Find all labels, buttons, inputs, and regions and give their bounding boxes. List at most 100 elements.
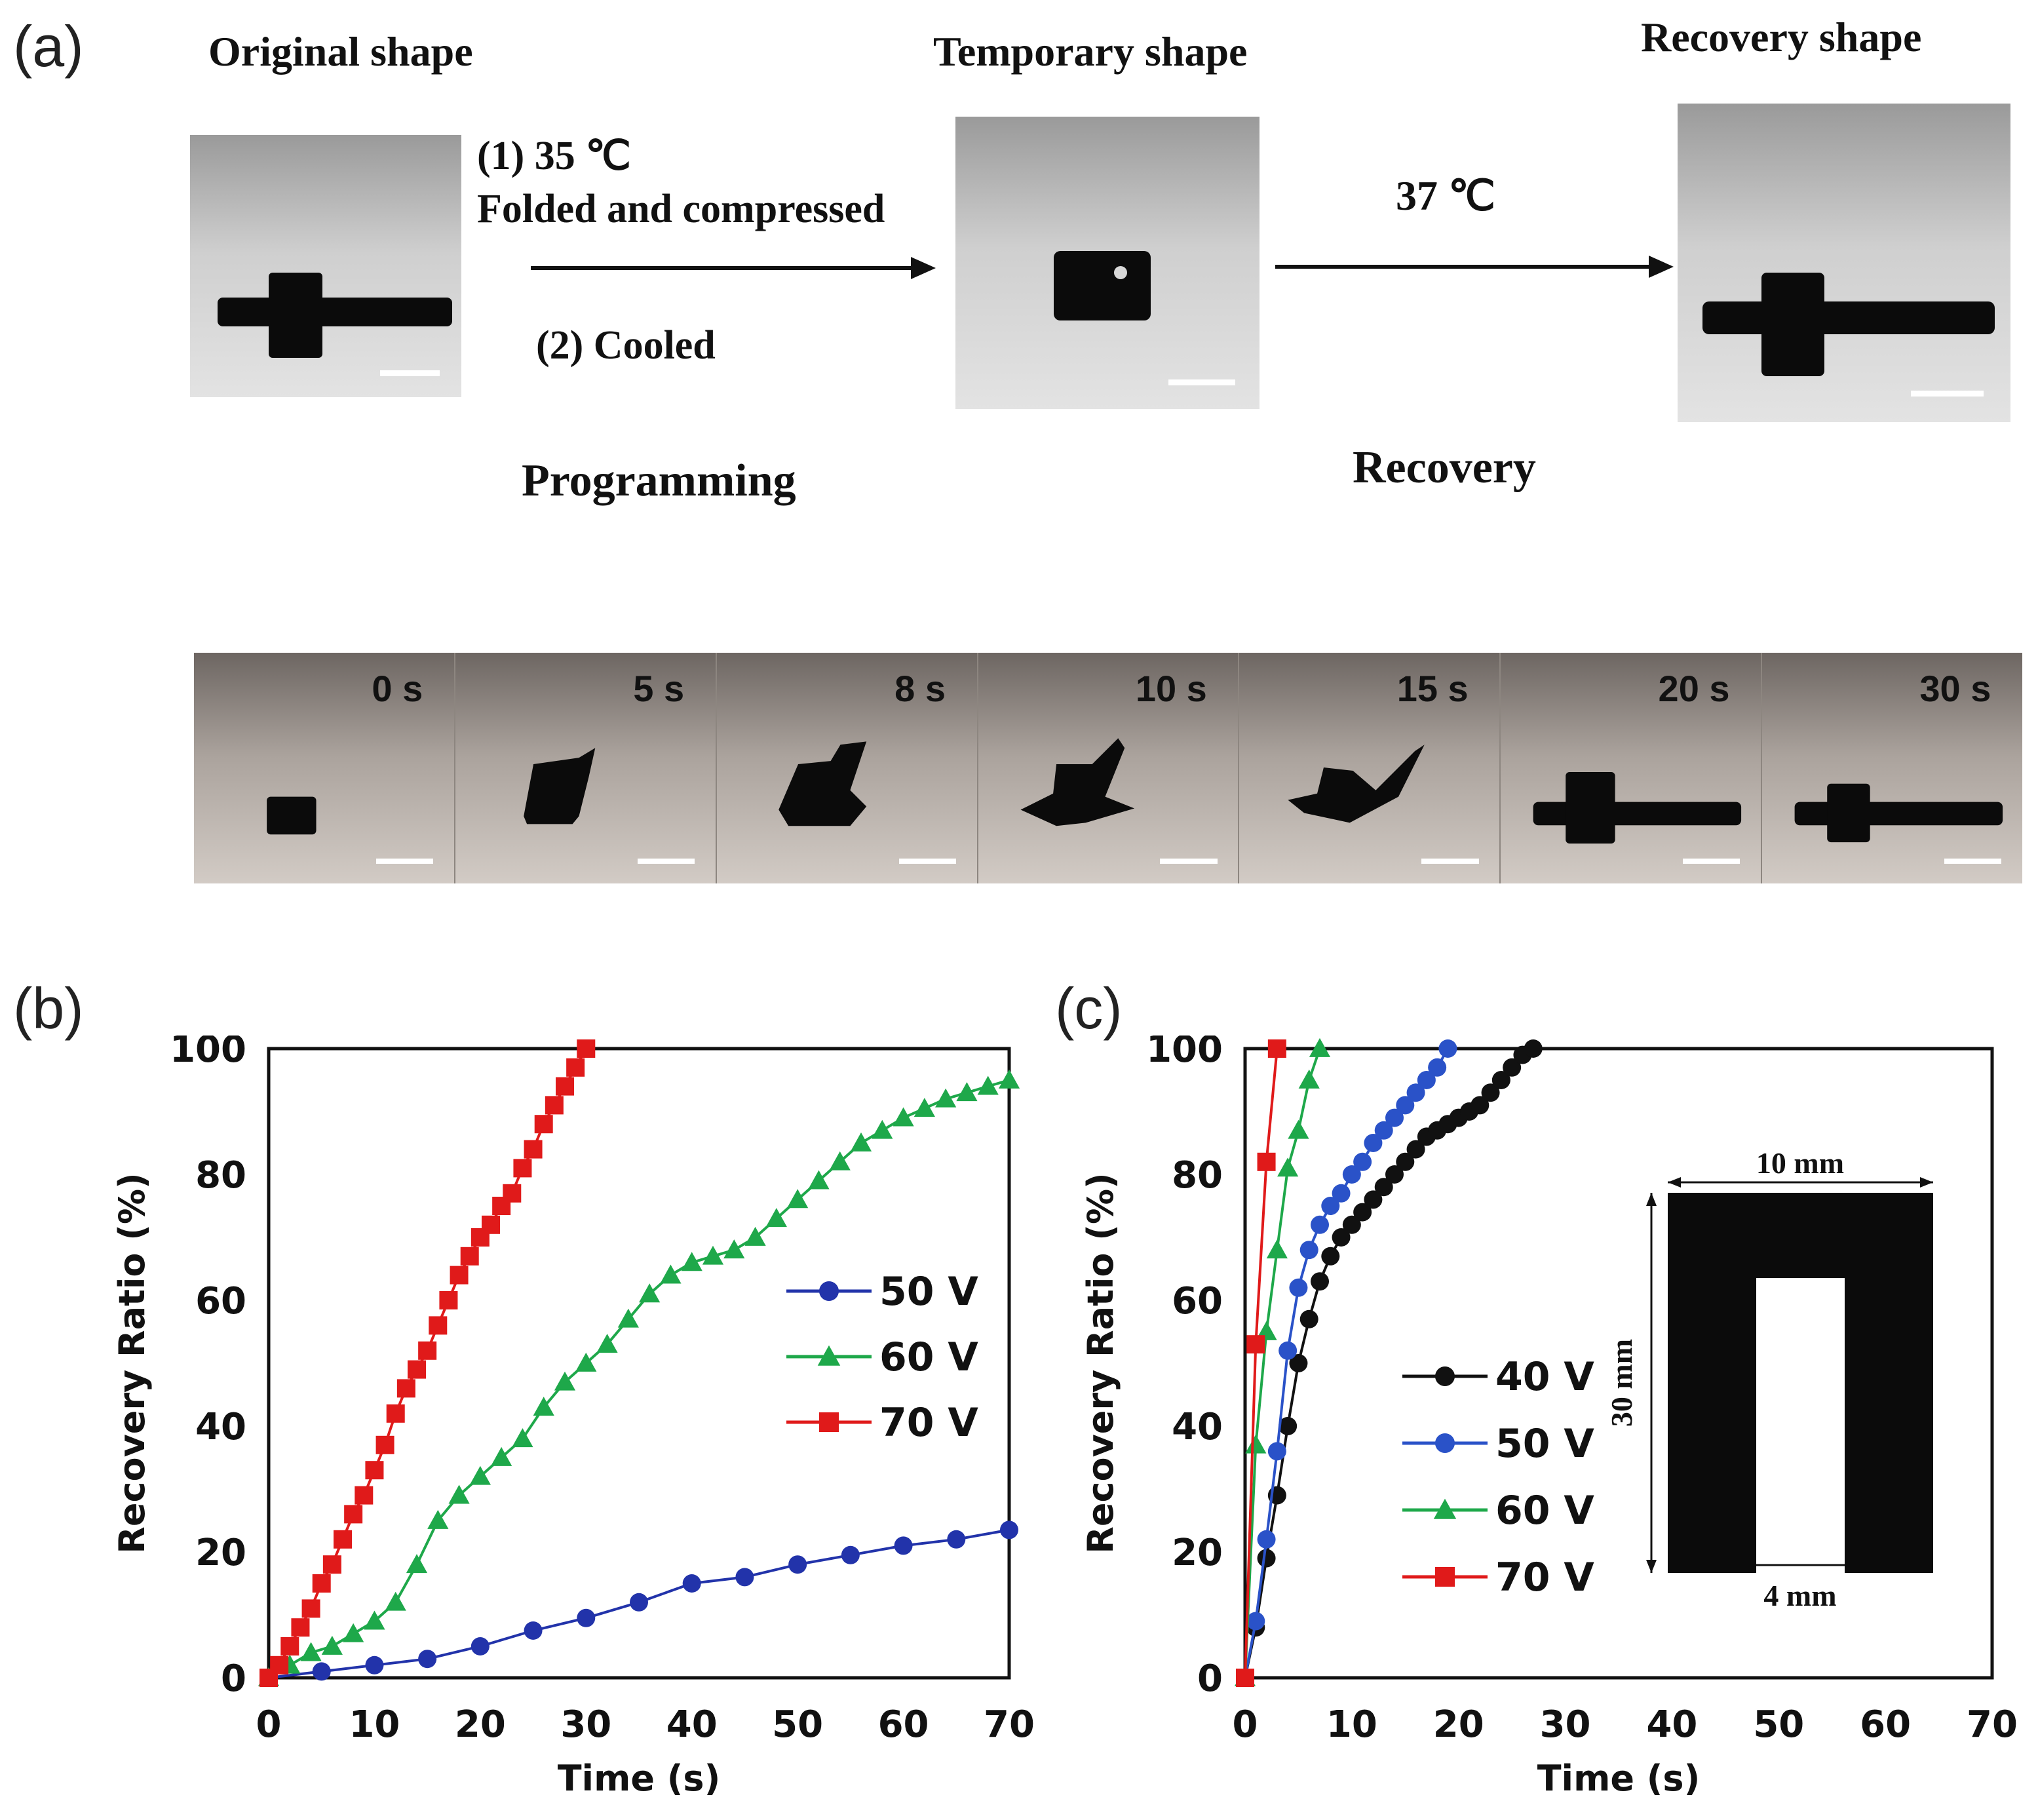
- data-point: [300, 1642, 322, 1661]
- original-shape-photo: [190, 135, 461, 397]
- data-point: [355, 1486, 374, 1505]
- chart-c-plot: 0 20 40 60 80 100 0 10 20 30 40 50 60 70 Time (s) Recov…: [1080, 1028, 2018, 1799]
- x-tick-label: 20: [455, 1703, 506, 1746]
- data-point: [1332, 1184, 1351, 1203]
- legend-marker: [819, 1412, 839, 1432]
- scale-bar: [898, 859, 956, 864]
- data-point: [375, 1435, 394, 1454]
- data-point: [1289, 1354, 1308, 1372]
- frame-time-label: 0 s: [372, 668, 423, 709]
- data-point: [617, 1308, 639, 1328]
- height-dimension-label: 30 mm: [1605, 1339, 1638, 1427]
- legend-marker: [1435, 1366, 1455, 1386]
- data-point: [503, 1184, 522, 1203]
- data-point: [596, 1334, 618, 1353]
- scale-bar: [375, 859, 434, 864]
- data-point: [1246, 1612, 1265, 1631]
- x-tick-label: 60: [878, 1703, 929, 1746]
- y-tick-label: 0: [1197, 1657, 1223, 1700]
- data-point: [1236, 1669, 1254, 1687]
- data-point: [533, 1397, 554, 1416]
- y-tick-label: 100: [170, 1036, 246, 1071]
- recovered-specimen-icon: [1702, 273, 1995, 376]
- chart-c: 0 20 40 60 80 100 0 10 20 30 40 50 60 70 Time (s) Recov…: [1075, 1028, 2031, 1815]
- data-point: [1503, 1058, 1522, 1077]
- data-point: [534, 1115, 553, 1134]
- time-lapse-frame: 20 s: [1501, 653, 1763, 883]
- data-point: [1353, 1152, 1372, 1171]
- data-point: [1481, 1083, 1500, 1102]
- data-point: [524, 1140, 543, 1159]
- x-tick-label: 70: [1967, 1703, 2018, 1746]
- data-point: [808, 1170, 830, 1190]
- data-point: [386, 1404, 405, 1423]
- arrowhead-icon: [1668, 1177, 1681, 1188]
- x-tick-label: 20: [1433, 1703, 1484, 1746]
- data-point: [439, 1291, 458, 1309]
- data-point: [1342, 1215, 1361, 1234]
- x-tick-label: 50: [772, 1703, 823, 1746]
- data-point: [334, 1530, 352, 1549]
- x-tick-label: 30: [560, 1703, 611, 1746]
- data-point: [385, 1591, 406, 1611]
- legend-marker: [817, 1345, 841, 1366]
- u-shape-icon: [1668, 1193, 1933, 1573]
- programming-label: Programming: [522, 455, 796, 506]
- data-point: [894, 1536, 913, 1555]
- data-point: [577, 1608, 596, 1627]
- data-point: [1374, 1178, 1393, 1197]
- data-point: [1279, 1417, 1298, 1435]
- data-point: [418, 1650, 437, 1669]
- data-point: [1309, 1037, 1331, 1057]
- recovery-time-lapse-strip: 0 s 5 s 8 s 10 s 15 s 20 s 30 s: [194, 653, 2023, 883]
- data-point: [1267, 1442, 1286, 1461]
- scale-bar: [1910, 391, 1984, 397]
- data-point: [545, 1096, 564, 1115]
- data-point: [1277, 1157, 1299, 1177]
- data-point: [682, 1574, 701, 1593]
- data-point: [1374, 1121, 1393, 1140]
- data-point: [893, 1107, 914, 1127]
- legend-marker: [819, 1281, 839, 1301]
- x-tick-label: 30: [1540, 1703, 1591, 1746]
- plot-frame: [267, 1047, 1011, 1680]
- data-point: [1417, 1071, 1436, 1089]
- data-point: [829, 1151, 851, 1171]
- x-tick-label: 10: [349, 1703, 400, 1746]
- folded-specimen-icon: [1054, 251, 1151, 320]
- data-point: [1311, 1272, 1329, 1291]
- data-point: [554, 1371, 576, 1391]
- data-point: [947, 1530, 966, 1549]
- data-point: [1299, 1241, 1318, 1260]
- y-tick-label: 40: [195, 1406, 246, 1448]
- data-point: [301, 1599, 320, 1618]
- data-point: [408, 1360, 426, 1379]
- time-lapse-frame: 0 s: [194, 653, 455, 883]
- panel-c-label: (c): [1055, 976, 1123, 1041]
- scale-bar: [1683, 859, 1740, 864]
- scale-bar: [1944, 859, 2002, 864]
- data-point: [1342, 1165, 1361, 1184]
- data-point: [630, 1593, 648, 1612]
- recovery-arrow-icon: [1275, 256, 1674, 278]
- scale-bar: [1421, 859, 1479, 864]
- y-tick-label: 20: [1172, 1532, 1223, 1574]
- series-line: [1244, 1047, 1534, 1678]
- legend-label: 60 V: [879, 1334, 978, 1380]
- data-point: [321, 1635, 343, 1655]
- scale-bar: [1168, 379, 1235, 386]
- series-line: [1244, 1048, 1279, 1678]
- data-point: [396, 1379, 415, 1398]
- y-tick-label: 0: [221, 1657, 246, 1700]
- data-point: [1245, 1434, 1267, 1454]
- data-point: [841, 1545, 860, 1564]
- data-point: [1257, 1549, 1276, 1568]
- data-point: [469, 1465, 491, 1485]
- arrowhead-icon: [1646, 1193, 1657, 1206]
- data-point: [744, 1226, 766, 1246]
- data-point: [471, 1637, 490, 1655]
- data-point: [639, 1283, 661, 1303]
- data-point: [312, 1662, 331, 1681]
- data-point: [660, 1264, 682, 1284]
- x-tick-label: 0: [1233, 1703, 1258, 1746]
